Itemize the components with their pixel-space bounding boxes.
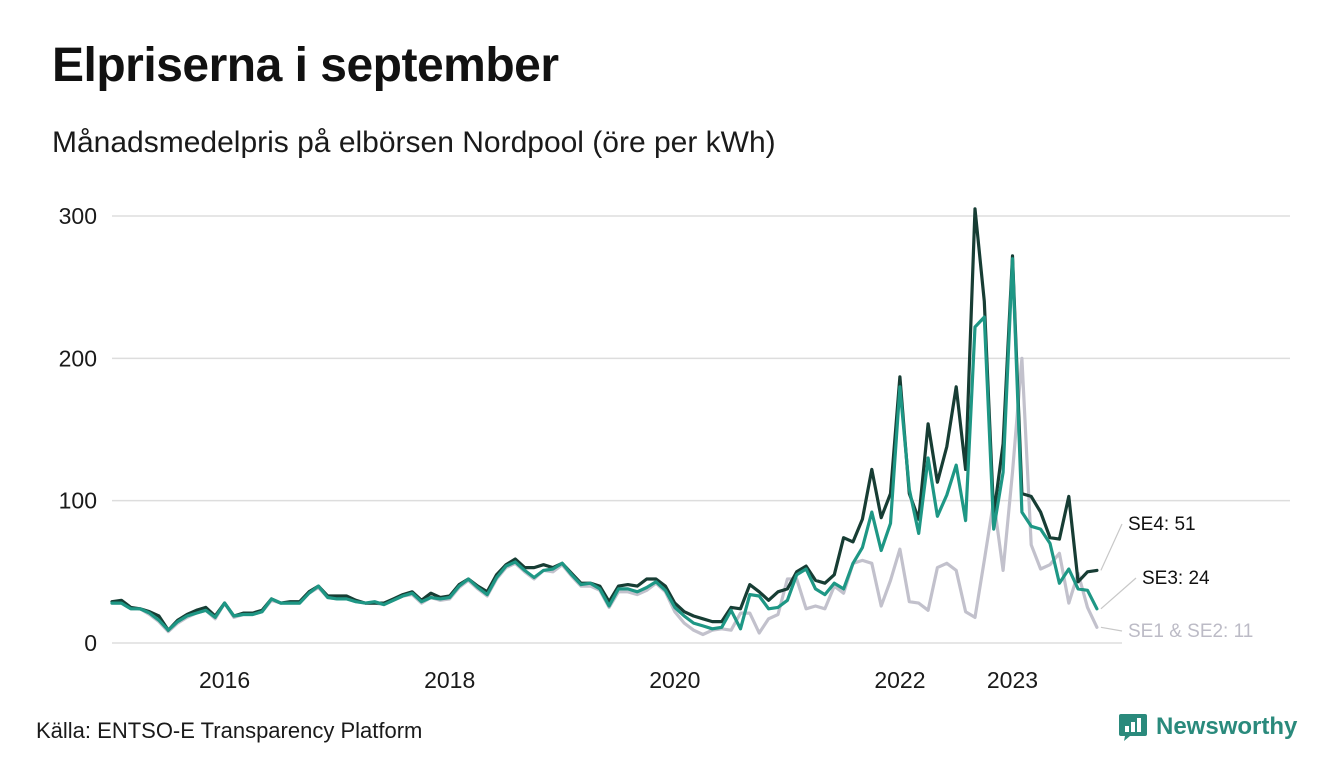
x-axis-ticks: 2016 2018 2020 2022 2023	[199, 667, 1038, 693]
x-tick-label-2023: 2023	[987, 667, 1038, 693]
end-label-se4: SE4: 51	[1128, 514, 1196, 535]
leader-line-se1-se2	[1100, 626, 1123, 632]
source-note: Källa: ENTSO-E Transparency Platform	[36, 718, 423, 743]
x-tick-label-2022: 2022	[874, 667, 925, 693]
x-tick-label-2020: 2020	[649, 667, 700, 693]
y-axis-ticks: 0 100 200 300	[59, 203, 97, 656]
end-label-se3: SE3: 24	[1142, 568, 1210, 589]
x-tick-label-2016: 2016	[199, 667, 250, 693]
y-tick-label-300: 300	[59, 203, 97, 229]
leader-line-se4	[1100, 523, 1123, 571]
newsworthy-logo-icon	[1119, 714, 1147, 741]
x-tick-label-2018: 2018	[424, 667, 475, 693]
brand-name: Newsworthy	[1156, 713, 1298, 740]
chart-title: Elpriserna i september	[52, 39, 559, 92]
y-tick-label-0: 0	[84, 630, 97, 656]
gridlines	[112, 215, 1290, 644]
chart-subtitle: Månadsmedelpris på elbörsen Nordpool (ör…	[52, 126, 776, 159]
end-label-se1-se2: SE1 & SE2: 11	[1128, 621, 1253, 642]
series-lines	[110, 207, 1099, 637]
brand-logo[interactable]: Newsworthy	[1118, 712, 1297, 742]
y-tick-label-100: 100	[59, 488, 97, 514]
y-tick-label-200: 200	[59, 345, 97, 371]
series-line-se3	[110, 257, 1099, 632]
end-labels: SE1 & SE2: 11 SE4: 51 SE3: 24	[1100, 514, 1253, 642]
line-chart: 0 100 200 300 2016 2018 2020 2022 2023 SE1 & SE…	[59, 203, 1290, 693]
leader-line-se3	[1100, 577, 1137, 610]
